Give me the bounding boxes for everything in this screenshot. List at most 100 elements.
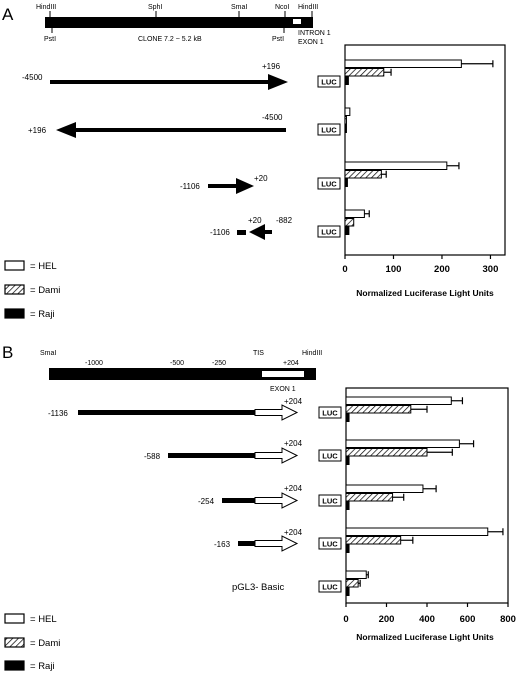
panel-b-site-204: +204 xyxy=(283,360,299,367)
panel-a-construct-4-end: +20 xyxy=(248,216,262,225)
bar-hel xyxy=(345,396,452,405)
panel-a-chart: 0 100 200 300 Normalized Luciferase Light U… xyxy=(342,44,506,298)
bar-hel xyxy=(345,570,367,579)
x-tick-label: 100 xyxy=(386,264,402,275)
panel-b-exon-label: EXON 1 xyxy=(270,386,296,393)
bar-hel xyxy=(344,59,462,68)
panel-b-luc-box xyxy=(318,449,342,462)
panel-b-construct-3-end: +204 xyxy=(284,484,303,493)
panel-b: B SmaI -1000 -500 -250 TIS +204 HindIII … xyxy=(2,343,516,672)
panel-a-construct-arrow xyxy=(50,74,288,90)
x-tick-label: 800 xyxy=(500,614,516,625)
panel-b-site-500: -500 xyxy=(170,360,184,367)
x-tick-label: 0 xyxy=(342,264,347,275)
panel-a-luc-label: LUC xyxy=(321,126,337,135)
panel-a-construct-arrow xyxy=(249,224,272,240)
panel-b-site-smai: SmaI xyxy=(40,350,56,357)
panel-b-construct-1-start: -1136 xyxy=(48,409,68,418)
panel-a-construct-3-start: -1106 xyxy=(180,182,200,191)
panel-b-luc-label: LUC xyxy=(322,540,338,549)
bar-hel xyxy=(345,527,489,536)
panel-a-legend-dami: = Dami xyxy=(30,285,60,296)
bar-raji xyxy=(345,413,350,422)
panel-a-luc-label: LUC xyxy=(321,78,337,87)
panel-b-construct-2-end: +204 xyxy=(284,439,303,448)
panel-a-site-psti-right: PstI xyxy=(272,36,284,43)
bar-dami xyxy=(344,170,382,179)
panel-b-luc-label: LUC xyxy=(322,452,338,461)
bar-raji xyxy=(344,226,350,235)
panel-a-ticks: 0 100 200 300 xyxy=(342,255,498,275)
panel-b-luc-label: LUC xyxy=(322,583,338,592)
panel-b-construct-arrowhead xyxy=(254,535,299,552)
panel-b-constructs: -1136 +204 -588 +204 -254 +204 -163 +204… xyxy=(48,397,303,593)
panel-b-construct-2-start: -588 xyxy=(144,452,161,461)
panel-b-promoter-bar xyxy=(49,368,316,380)
panel-a-construct-arrow xyxy=(56,122,286,138)
panel-b-site-hindiii: HindIII xyxy=(302,350,322,357)
panel-a-legend-swatch-hel xyxy=(4,260,25,271)
panel-b-luc-label: LUC xyxy=(322,497,338,506)
panel-a-construct-1-start: -4500 xyxy=(22,73,43,82)
panel-b-letter: B xyxy=(2,343,13,362)
x-tick-label: 600 xyxy=(460,614,476,625)
bar-raji xyxy=(344,76,349,85)
panel-b-construct-bar xyxy=(238,541,255,546)
panel-b-luc-box xyxy=(318,580,342,593)
panel-b-construct-arrowhead xyxy=(254,447,299,464)
panel-a-luc-label: LUC xyxy=(321,228,337,237)
panel-b-ticks: 0 200 400 600 800 xyxy=(343,603,516,625)
panel-a: A HindIII SphI SmaI NcoI HindIII PstI Ps… xyxy=(2,4,506,320)
bar-dami xyxy=(344,68,385,77)
panel-b-luc-boxes: LUC LUC LUC LUC LUC xyxy=(318,406,342,593)
panel-a-exon-label: EXON 1 xyxy=(298,39,324,46)
panel-a-site-psti-left: PstI xyxy=(44,36,56,43)
bar-raji xyxy=(345,587,350,596)
bar-hel xyxy=(345,439,460,448)
panel-b-promoter-map: SmaI -1000 -500 -250 TIS +204 HindIII EX… xyxy=(40,350,322,393)
panel-a-luc-box xyxy=(317,225,341,238)
panel-a-axis-title: Normalized Luciferase Light Units xyxy=(356,288,494,298)
bar-hel xyxy=(344,161,448,170)
panel-b-legend-swatch-raji xyxy=(4,660,25,671)
bar-raji xyxy=(345,456,350,465)
panel-a-bars xyxy=(344,59,494,235)
panel-b-construct-4-start: -163 xyxy=(214,540,231,549)
bar-hel xyxy=(344,107,351,116)
panel-a-construct-4-extra: -882 xyxy=(276,216,293,225)
panel-a-luc-box xyxy=(317,123,341,136)
bar-dami xyxy=(345,579,359,588)
panel-b-construct-bar xyxy=(168,453,255,458)
panel-a-letter: A xyxy=(2,5,14,24)
panel-b-site-1000: -1000 xyxy=(85,360,103,367)
panel-a-construct-segment xyxy=(237,230,246,235)
panel-a-construct-1-end: +196 xyxy=(262,62,281,71)
bar-dami xyxy=(344,116,347,125)
panel-a-legend-hel: = HEL xyxy=(30,261,57,272)
panel-a-construct-4-start: -1106 xyxy=(210,228,230,237)
panel-a-luc-box xyxy=(317,177,341,190)
panel-b-construct-arrowhead xyxy=(254,492,299,509)
panel-b-luc-box xyxy=(318,494,342,507)
bar-hel xyxy=(345,484,424,493)
panel-b-luc-label: LUC xyxy=(322,409,338,418)
panel-a-exon-box xyxy=(293,19,301,24)
bar-raji xyxy=(344,124,347,133)
panel-a-legend-swatch-raji xyxy=(4,308,25,319)
panel-b-exon-box xyxy=(262,371,304,377)
x-tick-label: 400 xyxy=(419,614,435,625)
panel-a-clone-bar xyxy=(45,17,313,28)
panel-a-construct-2-start: +196 xyxy=(28,126,47,135)
panel-a-construct-3-end: +20 xyxy=(254,174,268,183)
x-tick-label: 300 xyxy=(483,264,499,275)
panel-b-construct-arrowhead xyxy=(254,404,299,421)
panel-a-constructs: -4500 +196 +196 -4500 -1106 +20 -1106 +2… xyxy=(22,62,293,240)
panel-a-legend-raji: = Raji xyxy=(30,309,55,320)
panel-b-site-250: -250 xyxy=(212,360,226,367)
panel-b-chart: 0 200 400 600 800 Normalized Luciferase Ligh… xyxy=(343,387,516,642)
panel-a-construct-arrow xyxy=(208,178,254,194)
panel-a-site-hindiii-left: HindIII xyxy=(36,4,56,11)
bar-raji xyxy=(345,501,350,510)
panel-a-luc-boxes: LUC LUC LUC LUC xyxy=(317,75,341,238)
bar-dami xyxy=(345,536,402,545)
